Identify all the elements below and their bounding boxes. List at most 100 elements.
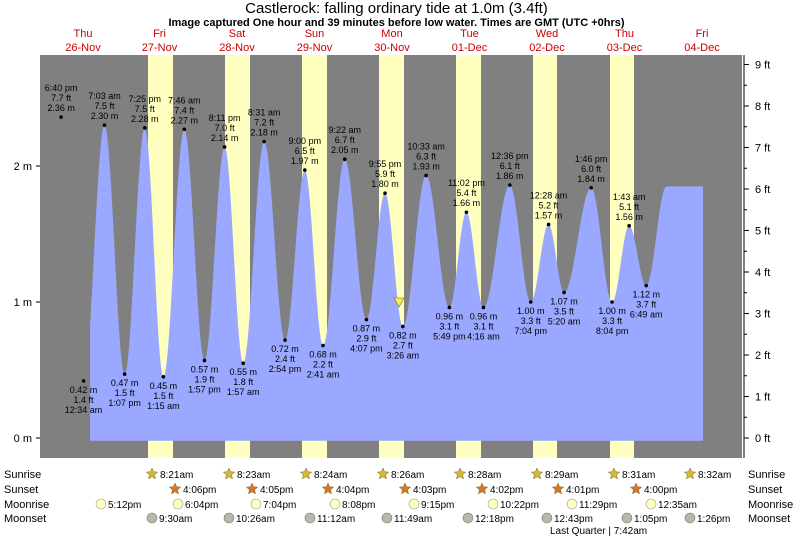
tide-label: 6:49 am bbox=[630, 310, 663, 320]
tide-label: 12:36 pm bbox=[491, 151, 529, 161]
sunset-icon bbox=[629, 482, 643, 495]
tide-label: 5.2 ft bbox=[539, 200, 560, 210]
tide-point bbox=[528, 300, 533, 304]
tide-label: 1.9 ft bbox=[194, 374, 215, 384]
moonrise-time: 11:29pm bbox=[579, 500, 617, 511]
tide-label: 7.4 ft bbox=[174, 105, 195, 115]
tide-point bbox=[383, 191, 387, 195]
right-axis-tick-label: 4 ft bbox=[755, 267, 770, 279]
tide-label: 1:15 am bbox=[147, 401, 180, 411]
tide-label: 12:28 am bbox=[530, 190, 568, 200]
tide-label: 1:07 pm bbox=[108, 398, 141, 408]
tide-label: 0.87 m bbox=[353, 324, 381, 334]
current-level-marker bbox=[393, 297, 405, 308]
sunrise-icon bbox=[376, 467, 390, 480]
tide-label: 6.1 ft bbox=[500, 161, 521, 171]
sunrise-row-label-right: Sunrise bbox=[748, 469, 785, 481]
tide-label: 7.5 ft bbox=[94, 101, 115, 111]
moonset-icon bbox=[146, 512, 158, 524]
moonset-icon bbox=[621, 512, 633, 524]
moonset-row-label-left: Moonset bbox=[4, 513, 46, 525]
tide-point bbox=[202, 358, 207, 363]
tide-point bbox=[464, 210, 469, 215]
day-name: Mon bbox=[381, 28, 402, 40]
sunrise-icon bbox=[222, 467, 236, 480]
tide-label: 2.7 ft bbox=[393, 340, 414, 350]
tide-label: 6.3 ft bbox=[416, 152, 437, 162]
day-date: 02-Dec bbox=[529, 42, 565, 54]
sunset-row-label-left: Sunset bbox=[4, 484, 38, 496]
tide-label: 7.0 ft bbox=[215, 123, 236, 133]
tide-label: 8:31 am bbox=[248, 108, 281, 118]
tide-point bbox=[546, 222, 551, 227]
sunrise-time: 8:24am bbox=[314, 470, 347, 481]
chart-title: Castlerock: falling ordinary tide at 1.0… bbox=[245, 0, 548, 17]
moonrise-icon bbox=[172, 498, 184, 510]
tide-label: 4:16 am bbox=[467, 331, 500, 341]
sunset-icon bbox=[245, 482, 259, 495]
tide-label: 1.00 m bbox=[598, 306, 626, 316]
moonrise-time: 7:04pm bbox=[263, 500, 296, 511]
day-date: 04-Dec bbox=[684, 42, 720, 54]
tide-point bbox=[122, 372, 127, 376]
tide-label: 3.3 ft bbox=[602, 316, 623, 326]
tide-point bbox=[102, 123, 107, 127]
sunset-icon bbox=[475, 482, 489, 495]
day-date: 29-Nov bbox=[297, 42, 333, 54]
day-name: Thu bbox=[615, 28, 634, 40]
tide-label: 11:02 pm bbox=[448, 178, 485, 188]
tide-label: 1.8 ft bbox=[233, 377, 254, 387]
tide-point bbox=[589, 185, 593, 190]
tide-label: 0.96 m bbox=[436, 311, 464, 321]
right-axis-tick-label: 0 ft bbox=[755, 433, 770, 445]
day-name: Tue bbox=[460, 28, 479, 40]
tide-label: 3.3 ft bbox=[521, 316, 542, 326]
moonset-row-label-right: Moonset bbox=[748, 513, 790, 525]
tide-label: 0.82 m bbox=[389, 330, 417, 340]
tide-label: 1.5 ft bbox=[115, 388, 136, 398]
tide-point bbox=[481, 305, 486, 310]
tide-label: 2:41 am bbox=[307, 370, 340, 380]
day-date: 03-Dec bbox=[607, 42, 643, 54]
sunrise-time: 8:32am bbox=[698, 470, 731, 481]
sunset-icon bbox=[398, 482, 412, 495]
tide-label: 7:46 am bbox=[168, 95, 201, 105]
sunset-icon bbox=[321, 482, 335, 495]
tide-point bbox=[142, 126, 147, 130]
tide-label: 5:20 am bbox=[548, 316, 581, 326]
sunrise-icon bbox=[683, 467, 697, 480]
moonrise-row-label-right: Moonrise bbox=[748, 499, 793, 511]
tide-label: 2.9 ft bbox=[356, 334, 377, 344]
day-date: 26-Nov bbox=[65, 42, 101, 54]
moonrise-icon bbox=[566, 498, 578, 510]
tide-label: 1:57 am bbox=[227, 387, 260, 397]
moonrise-icon bbox=[250, 498, 262, 510]
tide-label: 8:11 pm bbox=[209, 113, 241, 123]
tide-point bbox=[424, 173, 428, 178]
right-axis-tick-label: 2 ft bbox=[755, 350, 770, 362]
moonset-time: 1:26pm bbox=[697, 514, 730, 525]
sunset-row-label-right: Sunset bbox=[748, 484, 782, 496]
tide-point bbox=[364, 317, 369, 322]
day-name: Sat bbox=[229, 28, 246, 40]
moonset-time: 12:18pm bbox=[475, 514, 514, 525]
tide-point bbox=[241, 361, 245, 366]
tide-label: 0.96 m bbox=[470, 311, 498, 321]
tide-label: 2.05 m bbox=[331, 145, 359, 155]
tide-point bbox=[627, 224, 631, 228]
sunrise-time: 8:31am bbox=[622, 470, 655, 481]
tide-label: 0.42 m bbox=[70, 385, 98, 395]
moonrise-icon bbox=[487, 498, 499, 510]
sunrise-icon bbox=[145, 467, 159, 480]
moonset-icon bbox=[684, 512, 696, 524]
moonrise-icon bbox=[645, 498, 657, 510]
tide-label: 7.5 ft bbox=[135, 104, 156, 114]
tide-label: 1.56 m bbox=[615, 212, 643, 222]
tide-label: 0.72 m bbox=[271, 344, 299, 354]
tide-label: 4:07 pm bbox=[350, 344, 383, 354]
moonset-time: 10:26am bbox=[236, 514, 275, 525]
tide-label: 3.5 ft bbox=[554, 306, 575, 316]
tide-label: 2.14 m bbox=[211, 133, 239, 143]
moonrise-time: 9:15pm bbox=[421, 500, 454, 511]
